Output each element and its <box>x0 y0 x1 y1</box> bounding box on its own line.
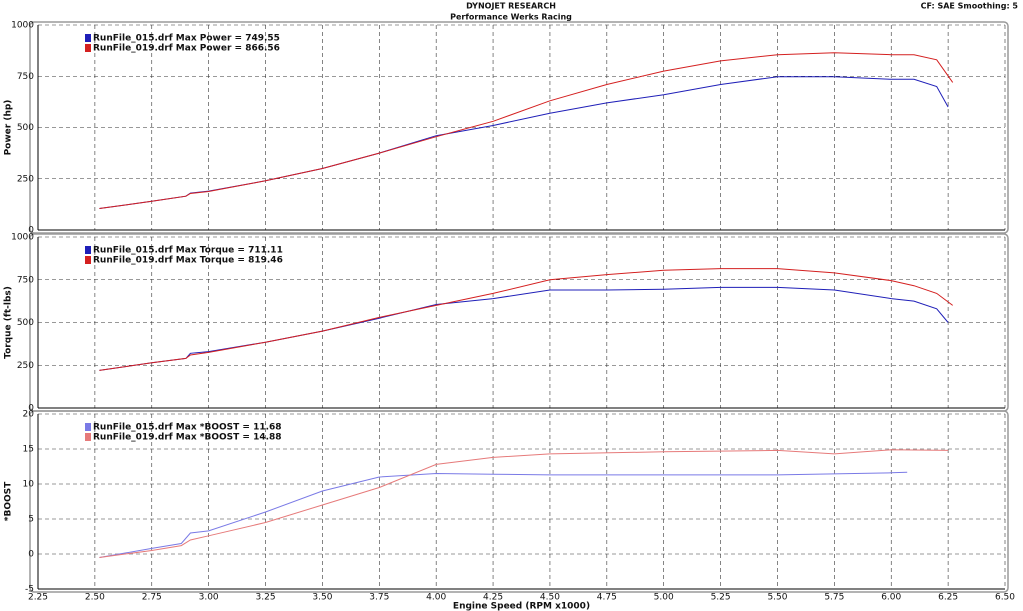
legend-label: RunFile_015.drf Max Torque = 711.11 <box>93 246 283 256</box>
x-tick-label: 3.25 <box>256 593 276 603</box>
legend-label: RunFile_019.drf Max Power = 866.56 <box>93 44 280 54</box>
x-tick-label: 4.00 <box>426 593 446 603</box>
x-tick-label: 2.25 <box>28 593 48 603</box>
x-tick-label: 3.50 <box>312 593 332 603</box>
x-tick-label: 5.25 <box>711 593 731 603</box>
x-tick-label: 2.50 <box>85 593 105 603</box>
x-tick-label: 4.25 <box>483 593 503 603</box>
x-tick-label: 3.00 <box>199 593 219 603</box>
x-tick-label: 5.00 <box>654 593 674 603</box>
y-tick-label: -5 <box>25 585 34 595</box>
chart-title: DYNOJET RESEARCH <box>466 2 556 11</box>
y-tick-label: 10 <box>23 480 35 490</box>
legend-swatch <box>85 34 91 42</box>
y-axis-label: Torque (ft-lbs) <box>4 286 14 359</box>
series-line <box>99 471 908 558</box>
y-tick-label: 5 <box>28 515 34 525</box>
y-tick-label: 1000 <box>11 21 34 31</box>
legend-label: RunFile_015.drf Max *BOOST = 11.68 <box>93 423 282 433</box>
x-tick-label: 2.75 <box>142 593 162 603</box>
legend-label: RunFile_019.drf Max *BOOST = 14.88 <box>93 433 282 443</box>
legend-swatch <box>85 433 91 441</box>
x-tick-label: 6.00 <box>881 593 901 603</box>
x-axis-label: Engine Speed (RPM x1000) <box>453 602 590 611</box>
series-line <box>99 286 949 371</box>
y-tick-label: 1000 <box>11 233 34 243</box>
legend-swatch <box>85 256 91 264</box>
x-tick-label: 6.25 <box>938 593 958 603</box>
panel-frame <box>29 410 1009 593</box>
y-tick-label: 20 <box>23 410 35 420</box>
legend-swatch <box>85 44 91 52</box>
series-line <box>99 268 953 371</box>
y-tick-label: 500 <box>17 318 34 328</box>
legend-swatch <box>85 246 91 254</box>
x-tick-label: 4.75 <box>597 593 617 603</box>
y-axis-label: *BOOST <box>4 481 14 521</box>
legend-label: RunFile_015.drf Max Power = 749.55 <box>93 34 280 44</box>
series-line <box>99 449 949 558</box>
y-tick-label: 500 <box>17 123 34 133</box>
series-line <box>99 52 954 209</box>
x-tick-label: 5.75 <box>824 593 844 603</box>
y-tick-label: 15 <box>23 445 34 455</box>
y-tick-label: 250 <box>17 174 34 184</box>
y-tick-label: 750 <box>17 275 34 285</box>
x-tick-label: 4.50 <box>540 593 560 603</box>
settings: CF: SAE Smoothing: 5 <box>921 2 1019 11</box>
x-tick-label: 3.75 <box>369 593 389 603</box>
y-tick-label: 750 <box>17 72 34 82</box>
y-tick-label: 0 <box>28 226 34 236</box>
y-tick-label: 0 <box>28 404 34 414</box>
panel-frame <box>29 21 1009 234</box>
y-tick-label: 250 <box>17 361 34 371</box>
x-tick-label: 6.50 <box>995 593 1015 603</box>
y-tick-label: 0 <box>28 550 34 560</box>
x-tick-label: 5.50 <box>767 593 787 603</box>
legend-swatch <box>85 423 91 431</box>
legend-label: RunFile_019.drf Max Torque = 819.46 <box>93 256 283 266</box>
chart-subtitle: Performance Werks Racing <box>450 13 572 22</box>
y-axis-label: Power (hp) <box>4 100 14 156</box>
